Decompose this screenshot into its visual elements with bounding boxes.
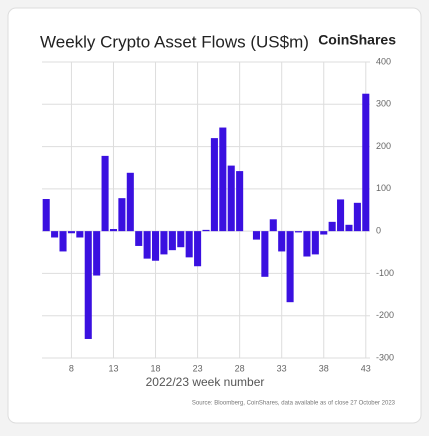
bar — [311, 231, 319, 255]
x-axis-label: 2022/23 week number — [146, 375, 265, 389]
bar — [185, 231, 193, 258]
y-tick-label: -300 — [376, 352, 394, 362]
bar — [76, 231, 84, 238]
bar — [303, 231, 311, 257]
brand-logo: CoinShares — [318, 32, 396, 48]
bar — [278, 231, 286, 252]
x-tick-label: 33 — [277, 363, 287, 373]
bar — [93, 231, 101, 276]
y-tick-label: 200 — [376, 141, 391, 151]
x-tick-label: 28 — [235, 363, 245, 373]
x-tick-label: 18 — [151, 363, 161, 373]
x-tick-label: 43 — [361, 363, 371, 373]
bar — [252, 231, 260, 240]
bar — [353, 202, 361, 232]
bar — [42, 199, 50, 232]
bar — [84, 231, 92, 339]
bar — [126, 172, 134, 232]
bar — [160, 231, 168, 255]
y-tick-label: 300 — [376, 99, 391, 109]
bar — [328, 221, 336, 232]
bar — [294, 231, 303, 233]
bar — [269, 219, 277, 232]
bar — [236, 171, 244, 232]
bar — [59, 231, 67, 252]
x-tick-label: 38 — [319, 363, 329, 373]
source-note: Source: Bloomberg, CoinShares, data avai… — [192, 401, 396, 407]
bar — [177, 231, 185, 248]
x-tick-label: 13 — [108, 363, 118, 373]
bar — [210, 138, 218, 232]
y-tick-label: -200 — [376, 310, 394, 320]
x-tick-label: 23 — [193, 363, 203, 373]
chart-title: Weekly Crypto Asset Flows (US$m) — [40, 32, 309, 51]
bar — [101, 155, 109, 232]
bar — [168, 231, 176, 251]
bar — [345, 224, 353, 232]
bar — [286, 231, 294, 303]
bar — [118, 198, 126, 232]
y-tick-label: 100 — [376, 183, 391, 193]
bar — [194, 231, 202, 267]
bar — [202, 229, 210, 232]
y-tick-label: -100 — [376, 268, 394, 278]
bar — [261, 231, 269, 277]
bar — [152, 231, 160, 261]
bar — [143, 231, 151, 259]
bar — [51, 231, 59, 238]
bar — [337, 199, 345, 232]
bar — [219, 127, 227, 232]
y-tick-label: 0 — [376, 226, 381, 236]
y-tick-label: 400 — [376, 56, 391, 66]
bar — [67, 231, 75, 234]
bar — [135, 231, 143, 246]
x-tick-label: 8 — [69, 363, 74, 373]
bar — [227, 165, 235, 232]
bar — [320, 231, 328, 235]
bar — [109, 229, 118, 232]
bar — [362, 93, 370, 232]
